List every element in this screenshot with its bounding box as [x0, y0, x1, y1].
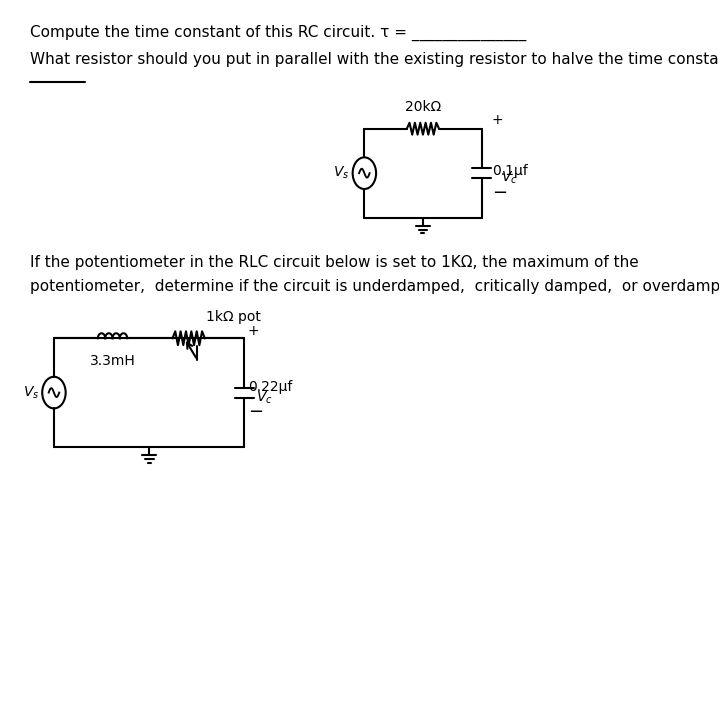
Text: −: − [248, 403, 263, 421]
Text: What resistor should you put in parallel with the existing resistor to halve the: What resistor should you put in parallel… [29, 52, 719, 67]
Text: $V_s$: $V_s$ [334, 165, 349, 181]
Text: 0.1μf: 0.1μf [492, 164, 528, 178]
Text: +: + [492, 112, 503, 127]
Text: 3.3mH: 3.3mH [90, 354, 135, 368]
Text: If the potentiometer in the RLC circuit below is set to 1KΩ, the maximum of the: If the potentiometer in the RLC circuit … [29, 255, 638, 270]
Text: Compute the time constant of this RC circuit. τ = _______________: Compute the time constant of this RC cir… [29, 25, 526, 41]
Text: $V_c$: $V_c$ [256, 390, 273, 406]
Text: $V_c$: $V_c$ [500, 170, 517, 186]
Text: potentiometer,  determine if the circuit is underdamped,  critically damped,  or: potentiometer, determine if the circuit … [29, 279, 719, 294]
Text: 0.22μf: 0.22μf [248, 379, 293, 394]
Text: 20kΩ: 20kΩ [405, 100, 441, 114]
Text: +: + [248, 324, 260, 338]
Text: −: − [492, 184, 507, 202]
Text: $V_s$: $V_s$ [23, 384, 40, 401]
Text: 1kΩ pot: 1kΩ pot [206, 311, 261, 324]
